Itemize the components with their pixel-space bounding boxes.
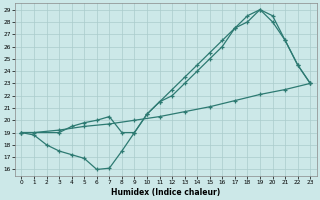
X-axis label: Humidex (Indice chaleur): Humidex (Indice chaleur) — [111, 188, 220, 197]
